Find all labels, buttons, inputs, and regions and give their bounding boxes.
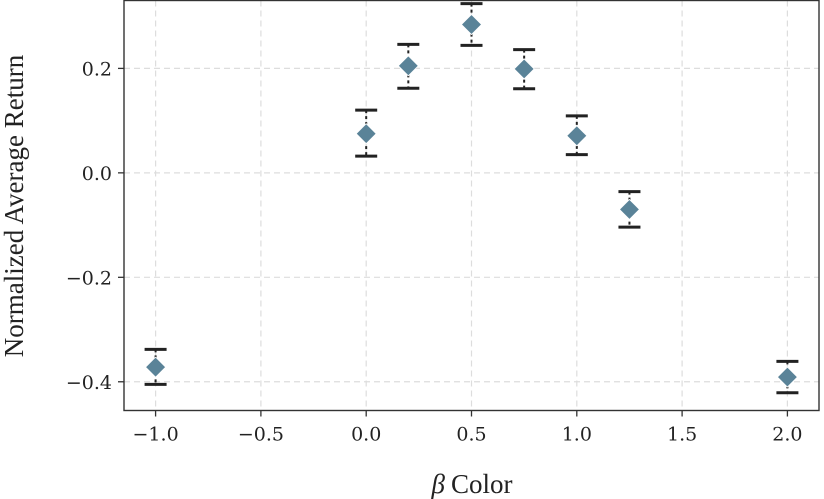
y-axis-label: Normalized Average Return: [0, 54, 29, 357]
y-tick-label: 0.2: [82, 58, 112, 80]
x-tick-label: 1.5: [667, 424, 697, 446]
x-axis-label: β Color: [431, 469, 513, 499]
data-point: [397, 55, 419, 77]
y-tick-label: −0.4: [66, 372, 112, 394]
data-point: [355, 123, 377, 145]
data-point: [513, 58, 535, 80]
plot-frame: [123, 0, 820, 412]
data-point: [618, 198, 641, 220]
data-point: [460, 13, 483, 36]
x-tick-label: −0.5: [238, 424, 284, 446]
data-point: [566, 125, 588, 147]
x-tick-label: 2.0: [772, 424, 802, 446]
x-axis-label-text: Color: [451, 469, 513, 499]
x-tick-label: −1.0: [133, 424, 179, 446]
x-axis-label-symbol: β: [431, 469, 446, 499]
y-tick-label: −0.2: [66, 267, 112, 289]
data-point: [145, 356, 167, 378]
x-tick-label: 0.0: [351, 424, 381, 446]
data-point: [776, 366, 798, 388]
y-tick-label: 0.0: [82, 163, 112, 185]
grid: [124, 0, 819, 411]
data-marks: [144, 2, 799, 395]
x-tick-label: 0.5: [456, 424, 486, 446]
ticks: −1.0 −0.5 0.0 0.5 1.0 1.5 2.0 −0.4 −0.2 0.0 0.2: [66, 58, 803, 445]
x-tick-label: 1.0: [562, 424, 592, 446]
